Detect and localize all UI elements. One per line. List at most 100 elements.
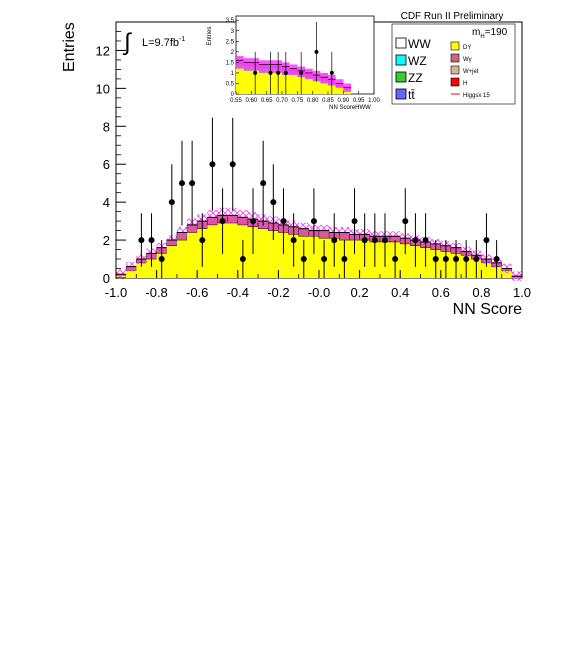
x-tick-label: 0.6: [432, 285, 450, 300]
data-point: [463, 256, 470, 263]
y-tick-label: 0: [103, 271, 110, 286]
dy-bar: [136, 262, 147, 278]
dy-bar: [400, 243, 411, 278]
inset-x-tick-label: 0.85: [322, 98, 334, 104]
legend-right: DY Wγ W+jet H Higgsx 15: [450, 41, 490, 99]
data-point: [178, 180, 185, 187]
data-point: [432, 256, 439, 263]
legend-label: WW: [408, 37, 431, 51]
data-point: [473, 256, 480, 263]
data-point: [453, 256, 460, 263]
inset-x-tick-label: 0.55: [230, 98, 242, 104]
inset-x-tick-label: 1.00: [368, 98, 380, 104]
data-point: [422, 237, 429, 244]
inset-data-point: [253, 70, 258, 75]
data-point: [331, 237, 338, 244]
data-points: [138, 117, 500, 278]
inset-x-label: NN ScoreHWW: [329, 105, 371, 111]
inset-x-tick-label: 0.60: [245, 98, 257, 104]
legend-label: DY: [463, 45, 471, 51]
inset-y-tick-label: 1.5: [226, 60, 235, 66]
legend-swatch: [450, 77, 460, 87]
data-point: [392, 256, 399, 263]
inset-dy-bar: [236, 68, 244, 94]
inset-y-label: Entries: [207, 27, 213, 46]
inset-data-points: [253, 22, 334, 94]
y-tick-label: 10: [96, 81, 110, 96]
legend-swatch: [450, 41, 460, 51]
data-point: [381, 237, 388, 244]
dy-bar: [278, 232, 289, 278]
inset-x-tick-label: 0.95: [353, 98, 365, 104]
luminosity-label: L=9.7fb-1: [142, 36, 185, 49]
y-tick-label: 8: [103, 119, 110, 134]
legend-swatch: [395, 88, 407, 100]
inset-dy-bar: [305, 79, 313, 94]
chart-title: CDF Run II Preliminary: [401, 11, 504, 22]
inset-dy-bar: [259, 72, 267, 94]
data-point: [341, 256, 348, 263]
data-point: [300, 256, 307, 263]
inset-y-tick-label: 0.5: [226, 81, 235, 87]
inset-data-point: [276, 70, 281, 75]
dy-bar: [176, 240, 188, 278]
dy-bar: [308, 236, 319, 278]
data-point: [148, 237, 155, 244]
inset-y-tick-label: 2.5: [226, 39, 235, 45]
data-point: [402, 218, 409, 225]
legend-label: tt̄: [408, 88, 415, 102]
legend-label: WZ: [408, 54, 427, 68]
data-point: [280, 218, 287, 225]
dy-bar: [481, 262, 492, 278]
legend-label: H: [463, 81, 467, 87]
legend-label: Higgsx 15: [463, 93, 490, 99]
data-point: [321, 256, 328, 263]
y-tick-label: 12: [96, 43, 110, 58]
data-point: [158, 256, 165, 263]
integral-symbol: ∫: [122, 29, 132, 56]
data-point: [270, 199, 277, 206]
legend-left: WW WZ ZZ tt̄: [395, 37, 431, 102]
main-axes: -1.0 -0.8 -0.6 -0.4 -0.2 -0.0 0.2 0.4 0.6 0.8 1.00…: [96, 31, 531, 300]
mass-label: mH=190: [472, 27, 508, 40]
x-tick-label: 0.2: [351, 285, 369, 300]
dy-bar: [207, 224, 218, 278]
inset-data-point: [314, 49, 319, 54]
inset-y-tick-label: 1: [231, 71, 235, 77]
x-tick-label: -0.0: [308, 285, 330, 300]
dy-bar: [258, 228, 269, 278]
data-point: [351, 218, 358, 225]
data-point: [310, 218, 317, 225]
data-point: [290, 237, 297, 244]
y-tick-label: 6: [103, 157, 110, 172]
dy-bar: [501, 270, 512, 278]
inset-axes: 0.55 0.60 0.65 0.70 0.75 0.80 0.85 0.90 0.95 1.00…: [226, 18, 381, 104]
inset-data-point: [268, 70, 273, 75]
inset-data-point: [283, 70, 288, 75]
inset-x-tick-label: 0.75: [291, 98, 303, 104]
inset-y-tick-label: 0: [231, 92, 235, 98]
dy-bar: [146, 259, 157, 278]
x-tick-label: -0.2: [267, 285, 289, 300]
data-point: [483, 237, 490, 244]
data-point: [412, 237, 419, 244]
data-point: [442, 256, 449, 263]
inset-x-tick-label: 0.65: [261, 98, 273, 104]
x-tick-label: 0.4: [391, 285, 409, 300]
inset-dy-bar: [320, 83, 328, 94]
data-point: [199, 237, 206, 244]
x-tick-label: -0.8: [145, 285, 167, 300]
data-point: [168, 199, 175, 206]
inset-x-tick-label: 0.70: [276, 98, 288, 104]
x-axis-label: NN Score: [453, 301, 522, 318]
inset-y-tick-label: 2: [231, 50, 235, 56]
y-tick-label: 2: [103, 233, 110, 248]
legend-label: Wγ: [463, 57, 472, 63]
dy-bar: [349, 240, 360, 278]
legend-swatch: [450, 53, 460, 63]
legend-swatch: [395, 37, 407, 49]
legend-swatch: [450, 65, 460, 75]
inset-x-tick-label: 0.80: [307, 98, 319, 104]
inset-dy-bar: [335, 87, 344, 94]
